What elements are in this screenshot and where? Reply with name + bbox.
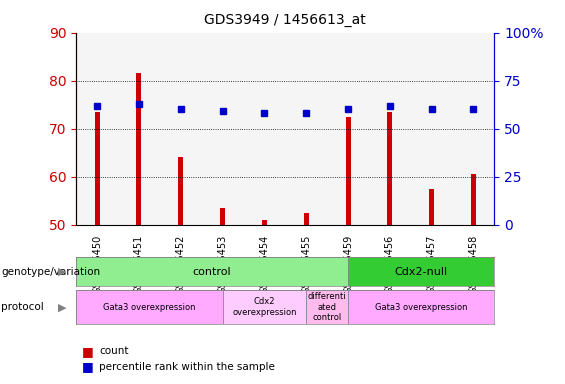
Bar	[95, 112, 99, 225]
Text: count: count	[99, 346, 128, 356]
Bar	[388, 112, 392, 225]
Bar	[348, 290, 494, 324]
Text: Gata3 overexpression: Gata3 overexpression	[103, 303, 195, 312]
Bar	[348, 257, 494, 286]
Bar	[137, 73, 141, 225]
Bar	[223, 290, 306, 324]
Text: ■: ■	[82, 345, 94, 358]
Bar	[220, 208, 225, 225]
Bar	[429, 189, 434, 225]
Text: Gata3 overexpression: Gata3 overexpression	[375, 303, 467, 312]
Text: Cdx2-null: Cdx2-null	[394, 266, 448, 277]
Bar	[262, 220, 267, 225]
Text: ▶: ▶	[58, 266, 67, 277]
Text: control: control	[193, 266, 232, 277]
Text: percentile rank within the sample: percentile rank within the sample	[99, 362, 275, 372]
Bar	[471, 174, 476, 225]
Text: Cdx2
overexpression: Cdx2 overexpression	[232, 298, 297, 317]
Bar	[179, 157, 183, 225]
Text: differenti
ated
control: differenti ated control	[308, 292, 346, 322]
Text: genotype/variation: genotype/variation	[1, 266, 100, 277]
Bar	[346, 117, 350, 225]
Title: GDS3949 / 1456613_at: GDS3949 / 1456613_at	[205, 13, 366, 27]
Text: ▶: ▶	[58, 302, 67, 312]
Bar	[76, 290, 223, 324]
Bar	[306, 290, 348, 324]
Bar	[76, 257, 348, 286]
Bar	[304, 213, 308, 225]
Text: ■: ■	[82, 360, 94, 373]
Text: protocol: protocol	[1, 302, 44, 312]
